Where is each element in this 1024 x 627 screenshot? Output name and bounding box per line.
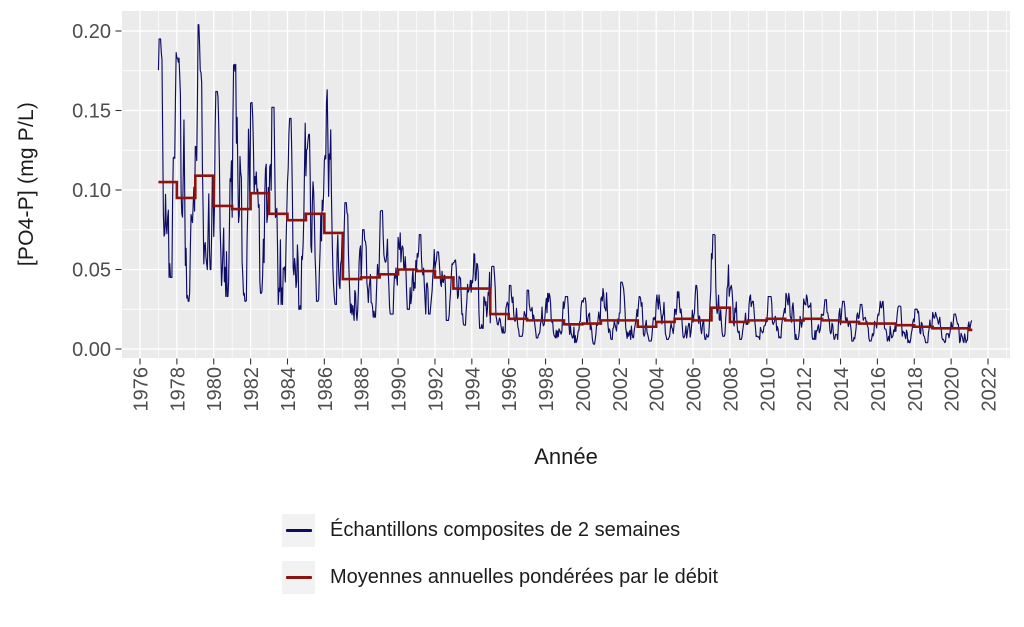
y-tick-label: 0.10 [72, 180, 111, 202]
legend-row-means: Moyennes annuelles pondérées par le débi… [282, 561, 718, 594]
x-tick-label: 1986 [315, 367, 337, 412]
grid-major [122, 11, 1010, 358]
legend: Échantillons composites de 2 semaines Mo… [282, 514, 718, 608]
x-tick-label: 1976 [131, 367, 153, 412]
x-tick-labels: 1976 1978 1980 1982 1984 1986 1988 1990 1992 1994… [131, 367, 1001, 412]
x-tick-label: 1988 [352, 367, 374, 412]
x-tick-label: 1998 [536, 367, 558, 412]
x-tick-label: 2020 [942, 367, 964, 412]
annual-means-step-line [158, 174, 973, 332]
x-tick-label: 2004 [647, 367, 669, 412]
samples-series-line [157, 24, 973, 345]
legend-label-samples: Échantillons composites de 2 semaines [330, 519, 681, 541]
x-tick-label: 2002 [610, 367, 632, 412]
y-tick-label: 0.15 [72, 101, 111, 123]
means-line-icon [285, 576, 312, 579]
x-axis-title: Année [534, 444, 598, 469]
y-tick-label: 0.20 [72, 21, 111, 43]
x-tick-label: 2006 [684, 367, 706, 412]
x-tick-label: 1980 [204, 367, 226, 412]
x-tick-label: 2018 [905, 367, 927, 412]
legend-key-means [282, 561, 315, 594]
y-tick-labels: 0.00 0.05 0.10 0.15 0.20 [72, 21, 111, 361]
x-tick-label: 1982 [241, 367, 263, 412]
x-tick-label: 2016 [868, 367, 890, 412]
panel-background [122, 11, 1010, 358]
x-tick-label: 1996 [499, 367, 521, 412]
legend-label-means: Moyennes annuelles pondérées par le débi… [330, 566, 719, 588]
x-tick-label: 2000 [573, 367, 595, 412]
x-tick-label: 2012 [794, 367, 816, 412]
x-tick-label: 2008 [720, 367, 742, 412]
y-tick-label: 0.05 [72, 260, 111, 282]
x-tick-label: 1984 [278, 367, 300, 412]
y-tick-label: 0.00 [72, 339, 111, 361]
x-tick-label: 2022 [979, 367, 1001, 412]
axis-ticks [115, 30, 989, 365]
legend-row-samples: Échantillons composites de 2 semaines [282, 514, 718, 547]
x-tick-label: 1994 [462, 367, 484, 412]
x-tick-label: 2010 [757, 367, 779, 412]
x-tick-label: 1978 [167, 367, 189, 412]
legend-key-samples [282, 514, 315, 547]
x-tick-label: 1992 [425, 367, 447, 412]
x-tick-label: 2014 [831, 367, 853, 412]
samples-line-icon [285, 529, 312, 532]
x-tick-label: 1990 [389, 367, 411, 412]
y-axis-title: [PO4-P] (mg P/L) [15, 101, 38, 267]
